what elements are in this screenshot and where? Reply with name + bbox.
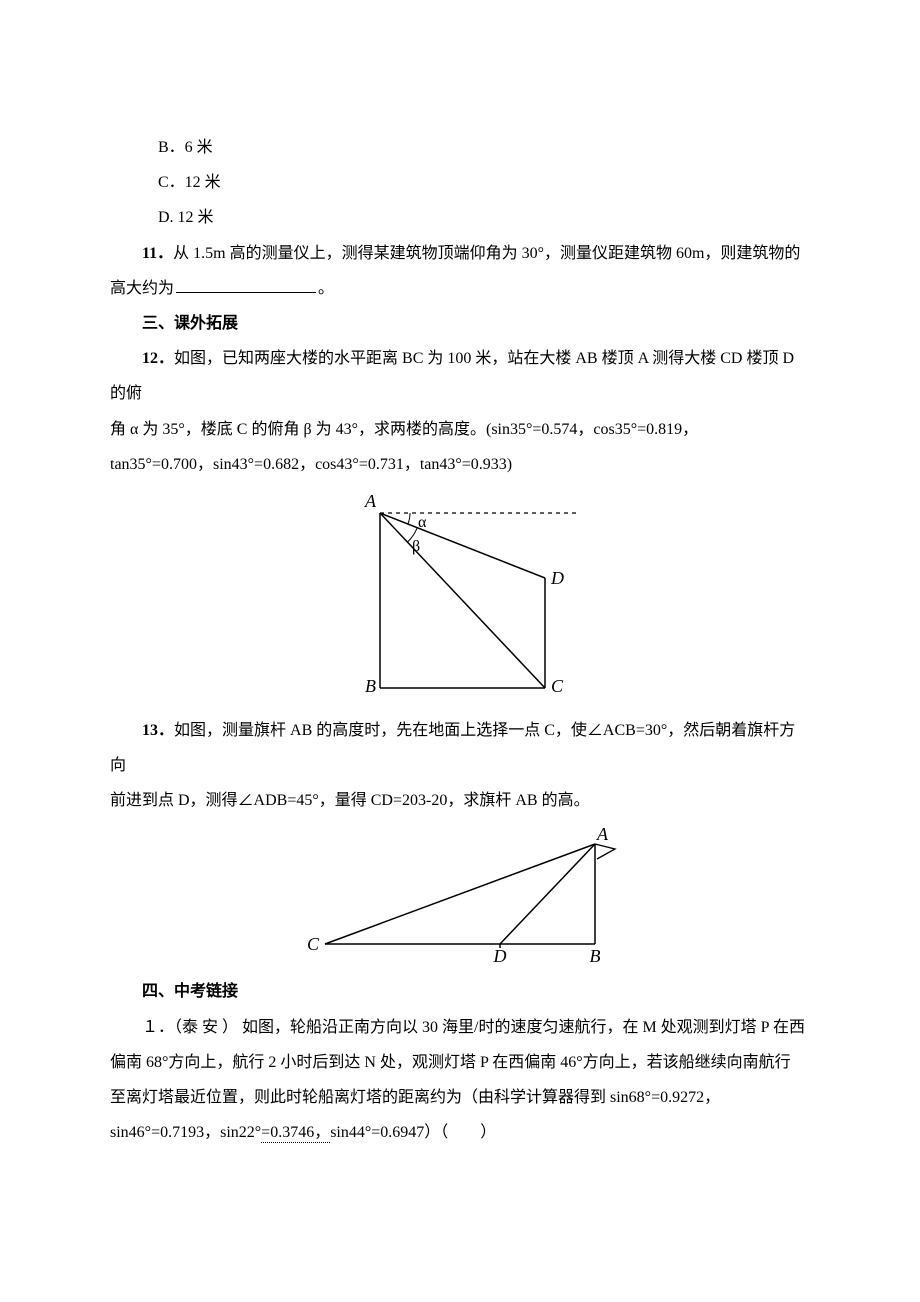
svg-text:C: C	[307, 934, 320, 954]
fill-blank	[176, 276, 316, 293]
svg-text:B: B	[365, 676, 376, 696]
question-13-line1: 13．如图，测量旗杆 AB 的高度时，先在地面上选择一点 C，使∠ACB=30°…	[110, 713, 810, 783]
option-b: B．6 米	[110, 130, 810, 165]
link-q-line4c: sin44°=0.6947）（ ）	[330, 1124, 496, 1141]
question-13-line2: 前进到点 D，测得∠ADB=45°，量得 CD=203-20，求旗杆 AB 的高…	[110, 783, 810, 818]
q12-text1: 如图，已知两座大楼的水平距离 BC 为 100 米，站在大楼 AB 楼顶 A 测…	[110, 350, 794, 402]
question-12-line3: tan35°=0.700，sin43°=0.682，cos43°=0.731，t…	[110, 447, 810, 482]
section-3-heading: 三、课外拓展	[110, 306, 810, 341]
option-c: C．12 米	[110, 165, 810, 200]
figure-2-svg: A B C D	[295, 824, 655, 964]
svg-text:α: α	[418, 514, 427, 531]
q11-number: 11．	[142, 245, 173, 262]
q11-part-b: 。	[318, 280, 334, 297]
link-q-line4b: =0.3746，	[261, 1124, 330, 1143]
svg-text:β: β	[412, 538, 420, 555]
link-q-line2: 偏南 68°方向上，航行 2 小时后到达 N 处，观测灯塔 P 在西偏南 46°…	[110, 1045, 810, 1080]
svg-text:D: D	[493, 946, 507, 964]
question-12-line1: 12．如图，已知两座大楼的水平距离 BC 为 100 米，站在大楼 AB 楼顶 …	[110, 341, 810, 411]
svg-text:A: A	[596, 824, 609, 844]
question-12-line2: 角 α 为 35°，楼底 C 的俯角 β 为 43°，求两楼的高度。(sin35…	[110, 412, 810, 447]
link-q-line4a: sin46°=0.7193，sin22°	[110, 1124, 261, 1141]
svg-text:A: A	[364, 491, 377, 511]
q13-number: 13．	[142, 722, 174, 739]
option-d: D. 12 米	[110, 200, 810, 235]
svg-text:C: C	[551, 676, 564, 696]
svg-text:D: D	[550, 568, 564, 588]
figure-2-wrap: A B C D	[110, 824, 810, 968]
link-q-line3: 至离灯塔最近位置，则此时轮船离灯塔的距离约为（由科学计算器得到 sin68°=0…	[110, 1080, 810, 1115]
link-q-line4: sin46°=0.7193，sin22°=0.3746，sin44°=0.694…	[110, 1115, 810, 1150]
q12-number: 12．	[142, 350, 174, 367]
svg-text:B: B	[590, 946, 601, 964]
figure-1-wrap: A B C Dαβ	[110, 488, 810, 707]
section-4-heading: 四、中考链接	[110, 974, 810, 1009]
q13-text1: 如图，测量旗杆 AB 的高度时，先在地面上选择一点 C，使∠ACB=30°，然后…	[110, 722, 795, 774]
link-q-line1: １．（泰 安 ） 如图，轮船沿正南方向以 30 海里/时的速度匀速航行，在 M …	[110, 1010, 810, 1045]
figure-1-svg: A B C Dαβ	[320, 488, 600, 703]
question-11: 11．从 1.5m 高的测量仪上，测得某建筑物顶端仰角为 30°，测量仪距建筑物…	[110, 236, 810, 306]
